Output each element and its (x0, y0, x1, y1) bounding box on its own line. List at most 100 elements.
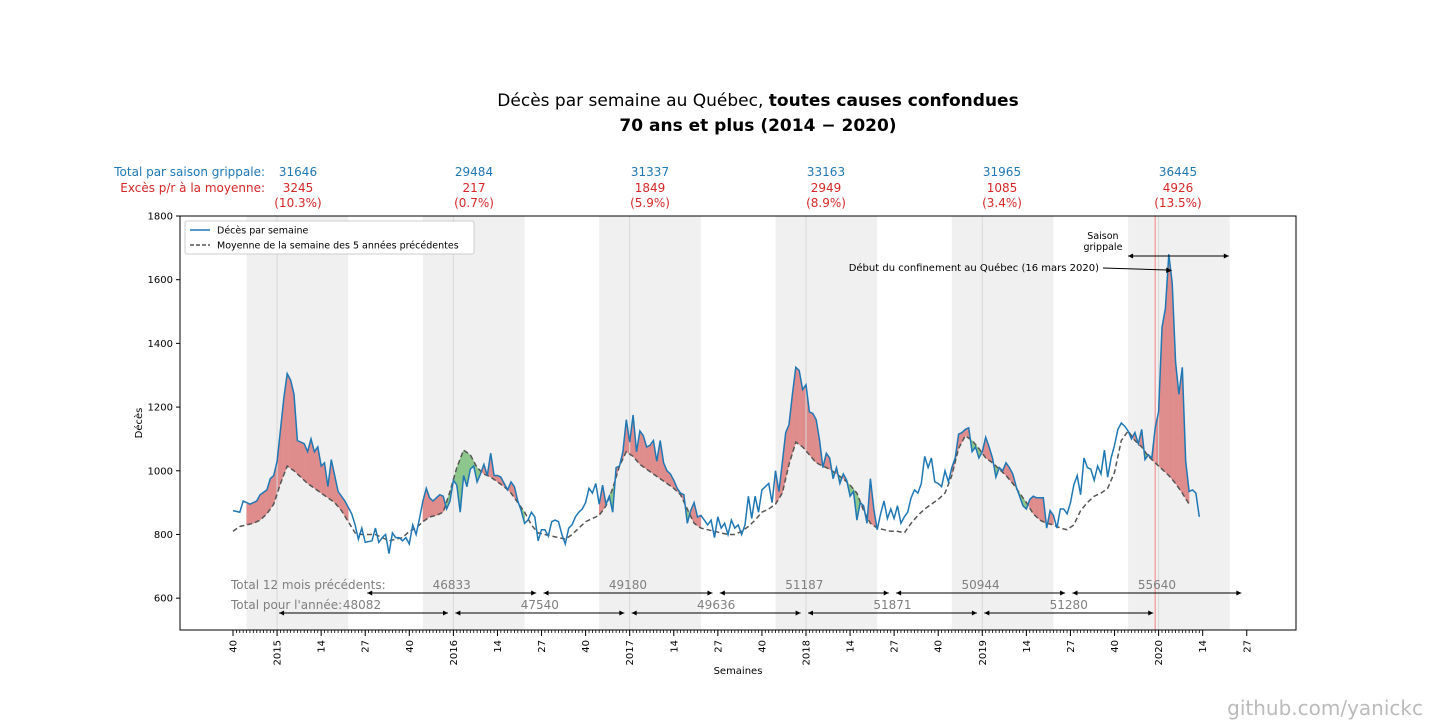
arrow-head (1060, 590, 1066, 596)
grid-lines (276, 216, 1160, 630)
excess-area (270, 476, 273, 510)
arrow-head (631, 610, 637, 616)
arrow-head (883, 590, 889, 596)
season-total: 31337 (631, 165, 669, 179)
flu-season-span (951, 216, 1054, 630)
x-tick-label: 2017 (625, 640, 636, 665)
excess-area (253, 501, 256, 524)
x-tick-label: 14 (493, 640, 504, 653)
series-five-year-average (232, 429, 1190, 542)
x-tick-label: 2020 (1154, 640, 1165, 665)
flu-season-annotation: Saison (1087, 231, 1118, 242)
arrow-head (619, 610, 625, 616)
arrow-head (795, 610, 801, 616)
y-tick-label: 1000 (148, 466, 173, 477)
x-tick-label: 27 (713, 640, 724, 653)
season-excess-percent: (3.4%) (982, 196, 1022, 210)
flu-season-annotation: grippale (1083, 242, 1122, 253)
excess-area (263, 490, 266, 518)
excess-area (288, 376, 291, 469)
excess-area (315, 446, 318, 492)
total-year-value: 48082 (343, 598, 381, 612)
excess-area (641, 432, 644, 468)
excess-area (437, 494, 440, 515)
y-tick-label: 1800 (148, 212, 173, 223)
arrow-head (1166, 267, 1173, 273)
excess-area (814, 416, 817, 464)
x-tick-label: 14 (1022, 640, 1033, 653)
season-excess: 1085 (987, 181, 1018, 195)
season-excess-percent: (5.9%) (630, 196, 670, 210)
total-year-value: 49636 (697, 598, 735, 612)
excess-area (1178, 380, 1181, 492)
excess-area (646, 445, 649, 471)
arrow-head (1223, 253, 1229, 259)
season-excess-percent: (10.3%) (274, 196, 321, 210)
x-tick-label: 14 (1198, 640, 1209, 653)
total-12-months-value: 49180 (609, 578, 647, 592)
excess-area (431, 498, 434, 517)
excess-area (246, 502, 249, 526)
x-tick-label: 40 (934, 640, 945, 653)
excess-area (300, 441, 303, 480)
excess-area (248, 503, 251, 525)
series-weekly-deaths (232, 254, 1201, 554)
season-excess: 2949 (811, 181, 842, 195)
excess-area (304, 443, 307, 483)
excess-area (639, 430, 642, 466)
legend-box (184, 220, 475, 255)
excess-area (432, 498, 435, 517)
arrow-head (984, 610, 990, 616)
excess-area (1163, 308, 1166, 473)
excess-area (305, 447, 308, 484)
chart-subtitle: 70 ans et plus (2014 − 2020) (619, 116, 896, 136)
x-tick-label: 40 (757, 640, 768, 653)
legend-label-weekly: Décès par semaine (217, 226, 309, 237)
excess-area (322, 462, 325, 496)
season-excess-percent: (8.9%) (806, 196, 846, 210)
chart-title: Décès par semaine au Québec, toutes caus… (497, 91, 1018, 111)
totals: Total 12 mois précédents: Total pour l'an… (230, 578, 1242, 616)
chart-title-normal: Décès par semaine au Québec, (497, 91, 769, 111)
season-excess-percent: (0.7%) (454, 196, 494, 210)
x-tick-label: 27 (361, 640, 372, 653)
excess-area (251, 502, 254, 524)
excess-area (1034, 496, 1037, 518)
excess-area (436, 495, 439, 516)
total-year-value: 51871 (873, 598, 911, 612)
arrow-head (719, 590, 725, 596)
flu-season-spans (246, 216, 1230, 630)
excess-area (809, 411, 812, 458)
season-excess-percent: (13.5%) (1154, 196, 1201, 210)
y-tick-label: 1600 (148, 275, 173, 286)
x-tick-label: 27 (537, 640, 548, 653)
excess-area (1180, 367, 1183, 494)
total-12-months-value: 51187 (785, 578, 823, 592)
excess-area (812, 413, 815, 462)
x-tick-label: 14 (317, 640, 328, 653)
season-total: 36445 (1159, 165, 1197, 179)
excess-area (649, 442, 652, 474)
flu-season-stats: Total par saison grippale: Excès p/r à la… (113, 165, 1201, 210)
legend: Décès par semaine Moyenne de la semaine d… (184, 220, 475, 255)
excess-vs-average-label: Excès p/r à la moyenne: (120, 181, 265, 195)
arrow-head (1236, 590, 1242, 596)
y-tick-label: 800 (154, 530, 173, 541)
excess-area (1170, 268, 1173, 481)
watermark: github.com/yanickc (1227, 696, 1423, 720)
chart-title-bold: toutes causes confondues (769, 91, 1019, 111)
excess-area (495, 475, 498, 483)
season-excess: 1849 (635, 181, 666, 195)
season-total: 29484 (455, 165, 493, 179)
excess-area (439, 494, 442, 515)
total-year-value: 47540 (521, 598, 559, 612)
arrow-head (442, 610, 448, 616)
arrow-head (279, 610, 285, 616)
legend-label-average: Moyenne de la semaine des 5 années précé… (217, 241, 459, 252)
excess-area (254, 500, 257, 523)
excess-area (802, 386, 805, 450)
total-12-months-value: 50944 (962, 578, 1000, 592)
excess-area (429, 497, 432, 518)
